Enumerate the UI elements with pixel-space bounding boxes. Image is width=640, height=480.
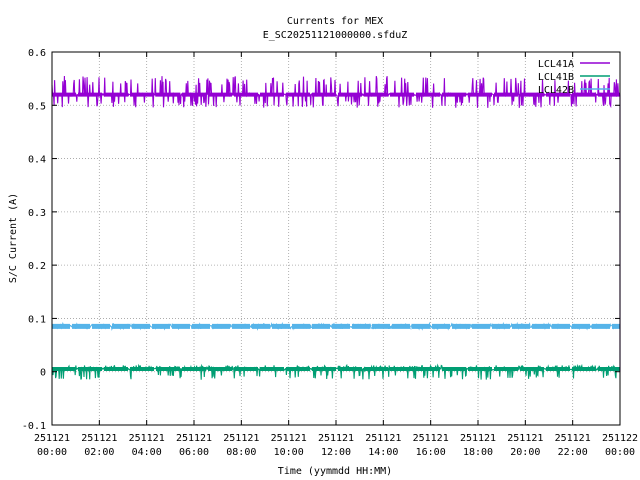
y-tick-label: 0 — [40, 368, 46, 379]
legend-label: LCL42B — [538, 85, 574, 96]
x-tick-date: 251121 — [223, 433, 259, 444]
x-tick-date: 251121 — [271, 433, 307, 444]
y-tick-label: 0.3 — [28, 208, 46, 219]
y-tick-label: 0.6 — [28, 48, 46, 59]
x-tick-time: 06:00 — [179, 447, 209, 458]
x-tick-date: 251121 — [81, 433, 117, 444]
y-axis-ticks: -0.1 0 0.1 0.2 0.3 0.4 0.5 0.6 — [22, 48, 620, 432]
x-axis-ticks: 251121 00:00 251121 02:00 251121 04:00 251121 0… — [34, 52, 638, 458]
y-axis-label: S/C Current (A) — [8, 193, 19, 283]
x-tick-date: 251121 — [460, 433, 496, 444]
x-tick-date: 251121 — [34, 433, 70, 444]
x-tick-time: 12:00 — [321, 447, 351, 458]
x-tick-date: 251121 — [365, 433, 401, 444]
x-tick-time: 08:00 — [226, 447, 256, 458]
x-tick-time: 18:00 — [463, 447, 493, 458]
chart-subtitle: E_SC20251121000000.sfduZ — [263, 30, 408, 41]
x-tick-date: 251121 — [413, 433, 449, 444]
plot-series — [51, 75, 621, 380]
x-tick-date: 251121 — [507, 433, 543, 444]
x-tick-time: 16:00 — [416, 447, 446, 458]
legend-label: LCL41B — [538, 72, 574, 83]
x-tick-time: 20:00 — [510, 447, 540, 458]
x-tick-time: 00:00 — [605, 447, 635, 458]
x-tick-time: 02:00 — [84, 447, 114, 458]
legend: LCL41A LCL41B LCL42B — [538, 59, 610, 96]
x-tick-date: 251121 — [318, 433, 354, 444]
y-tick-label: 0.4 — [28, 155, 46, 166]
x-tick-date: 251121 — [129, 433, 165, 444]
x-tick-time: 00:00 — [37, 447, 67, 458]
y-tick-label: -0.1 — [22, 421, 46, 432]
y-tick-label: 0.2 — [28, 261, 46, 272]
y-tick-label: 0.5 — [28, 101, 46, 112]
x-tick-time: 10:00 — [274, 447, 304, 458]
x-axis-label: Time (yymmdd HH:MM) — [278, 466, 392, 477]
x-tick-date: 251121 — [555, 433, 591, 444]
x-tick-time: 14:00 — [368, 447, 398, 458]
y-tick-label: 0.1 — [28, 314, 46, 325]
x-tick-time: 04:00 — [132, 447, 162, 458]
legend-label: LCL41A — [538, 59, 574, 70]
x-tick-date: 251121 — [176, 433, 212, 444]
chart-title: Currents for MEX — [287, 16, 383, 27]
x-tick-date: 251122 — [602, 433, 638, 444]
x-tick-time: 22:00 — [558, 447, 588, 458]
